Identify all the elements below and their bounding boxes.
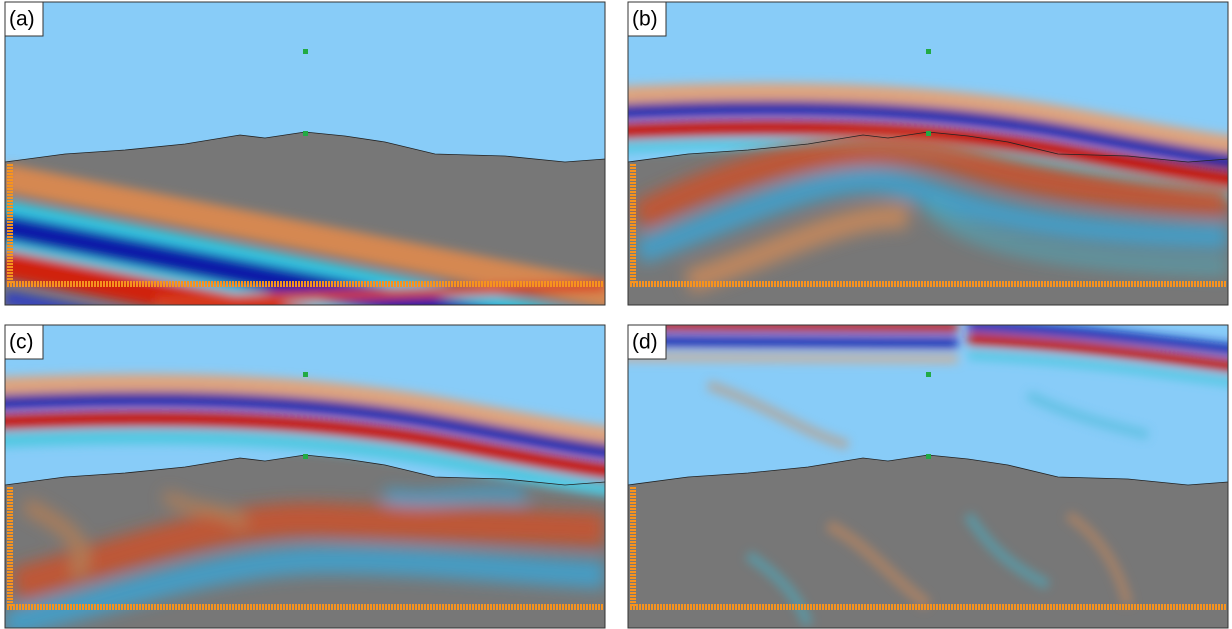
panel-label: (a) <box>9 8 35 31</box>
figure: (a) (b) <box>0 0 1232 629</box>
panel-label: (b) <box>632 8 658 31</box>
panel-b: (b) <box>608 2 1232 305</box>
panel-label: (d) <box>632 331 658 354</box>
panel-c: (c) <box>0 325 625 628</box>
panel-d: (d) <box>618 325 1232 628</box>
panel-label: (c) <box>9 331 34 354</box>
